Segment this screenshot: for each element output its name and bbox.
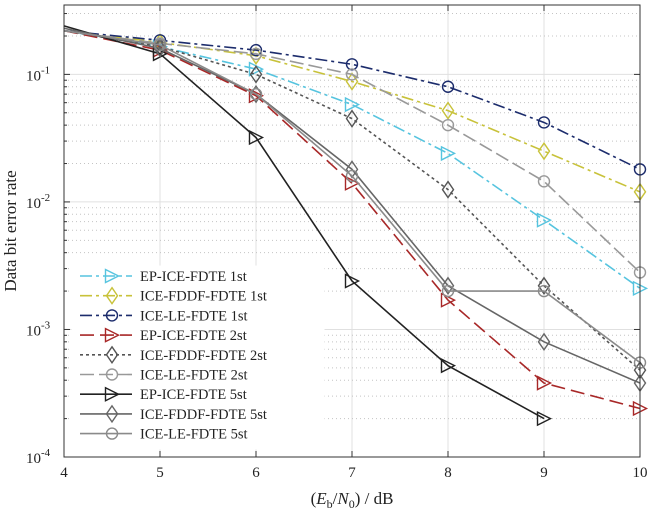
series-line [63,29,641,274]
data-point [440,358,457,374]
data-point [536,212,553,228]
data-point [536,375,553,391]
legend-label: ICE-LE-FDTE 1st [140,308,248,324]
legend-label: ICE-LE-FDTE 2st [140,368,248,384]
series-line [63,25,545,420]
x-tick-label: 5 [156,465,164,481]
series-line [63,29,641,364]
legend-item: ICE-LE-FDTE 1st [80,308,248,324]
data-point [345,68,359,81]
y-axis-title: Data bit error rate [1,170,20,291]
legend-marker [105,368,119,381]
data-point [345,58,359,71]
legend-marker [105,286,119,305]
x-tick-label: 9 [540,465,548,481]
legend-label: ICE-LE-FDTE 5st [140,427,248,443]
legend-item: EP-ICE-FDTE 2st [80,327,247,344]
data-point [441,80,455,93]
data-point [440,145,457,162]
legend-marker [104,268,121,284]
legend-item: EP-ICE-FDTE 5st [80,386,247,403]
series-5 [63,29,647,279]
legend-label: EP-ICE-FDTE 5st [140,387,247,403]
data-point [537,175,551,188]
data-point [441,180,455,199]
y-tick-label: 10-1 [26,64,50,84]
legend-item: ICE-FDDF-FDTE 5st [80,404,267,424]
legend-item: ICE-LE-FDTE 5st [80,427,248,443]
data-point [441,101,455,120]
data-point [249,46,263,65]
series-line [63,29,641,410]
data-point [344,175,361,191]
data-point [249,87,263,101]
x-tick-label: 4 [60,465,68,481]
data-point [536,410,553,427]
legend-item: ICE-FDDF-FDTE 2st [80,345,267,365]
legend-marker [104,386,121,402]
svg-text:(Eb/N0) / dB: (Eb/N0) / dB [311,489,394,511]
legend-marker [105,427,119,440]
x-tick-label: 7 [348,465,356,481]
legend-label: ICE-FDDF-FDTE 5st [140,407,267,423]
data-point [249,47,263,61]
legend: EP-ICE-FDTE 1st ICE-FDDF-FDTE 1st ICE-LE-F… [71,265,325,450]
x-axis-title: (Eb/N0) / dB [311,489,394,511]
data-point [441,276,455,296]
data-point [537,284,551,298]
series-line [63,29,641,193]
legend-marker [104,327,121,343]
data-point [153,38,167,52]
x-tick-label: 10 [633,465,648,481]
data-point [249,43,263,57]
legend-marker [105,345,119,365]
data-point [537,141,551,161]
legend-label: ICE-FDDF-FDTE 1st [140,289,267,305]
legend-marker [105,309,119,322]
legend-marker [105,404,119,424]
series-line [63,27,641,384]
y-tick-label: 10-4 [26,447,51,467]
data-point [249,65,263,84]
data-point [441,284,455,298]
y-tick-label: 10-2 [26,192,50,212]
legend-label: EP-ICE-FDTE 2st [140,328,247,344]
legend-item: ICE-LE-FDTE 2st [80,368,248,384]
data-point [537,332,551,352]
data-point [153,39,167,58]
legend-item: EP-ICE-FDTE 1st [80,268,247,285]
data-point [344,96,361,113]
legend-item: ICE-FDDF-FDTE 1st [80,286,267,305]
series-layer [63,25,649,427]
data-point [537,276,551,296]
data-point [345,109,359,128]
x-tick-label: 6 [252,465,260,481]
data-point [345,160,359,179]
legend-label: ICE-FDDF-FDTE 2st [140,348,267,364]
y-tick-label: 10-3 [26,319,51,339]
axis-ticks: 4 5 6 7 8 9 10 10-4 10-3 10-2 10-1 [26,5,648,481]
data-point [345,169,359,183]
x-tick-label: 8 [444,465,452,481]
data-point [344,273,361,289]
legend-label: EP-ICE-FDTE 1st [140,269,247,285]
data-point [537,116,551,129]
data-point [441,118,455,132]
data-point [248,129,265,146]
